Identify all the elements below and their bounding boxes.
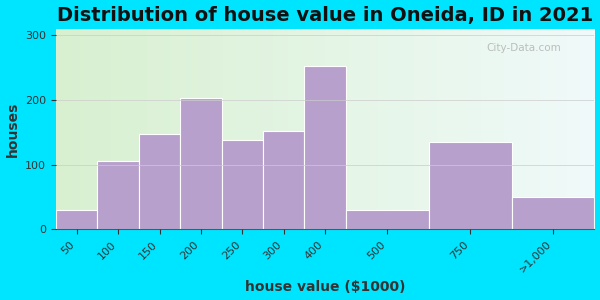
Bar [429, 142, 512, 229]
Y-axis label: houses: houses [5, 101, 20, 157]
X-axis label: house value ($1000): house value ($1000) [245, 280, 406, 294]
Text: City-Data.com: City-Data.com [487, 43, 562, 53]
Bar [97, 161, 139, 229]
Bar [180, 98, 221, 229]
Bar [139, 134, 180, 229]
Bar [56, 210, 97, 229]
Bar [221, 140, 263, 229]
Bar [346, 210, 429, 229]
Bar [304, 66, 346, 229]
Bar [263, 131, 304, 229]
Title: Distribution of house value in Oneida, ID in 2021: Distribution of house value in Oneida, I… [57, 6, 593, 25]
Bar [512, 197, 595, 229]
